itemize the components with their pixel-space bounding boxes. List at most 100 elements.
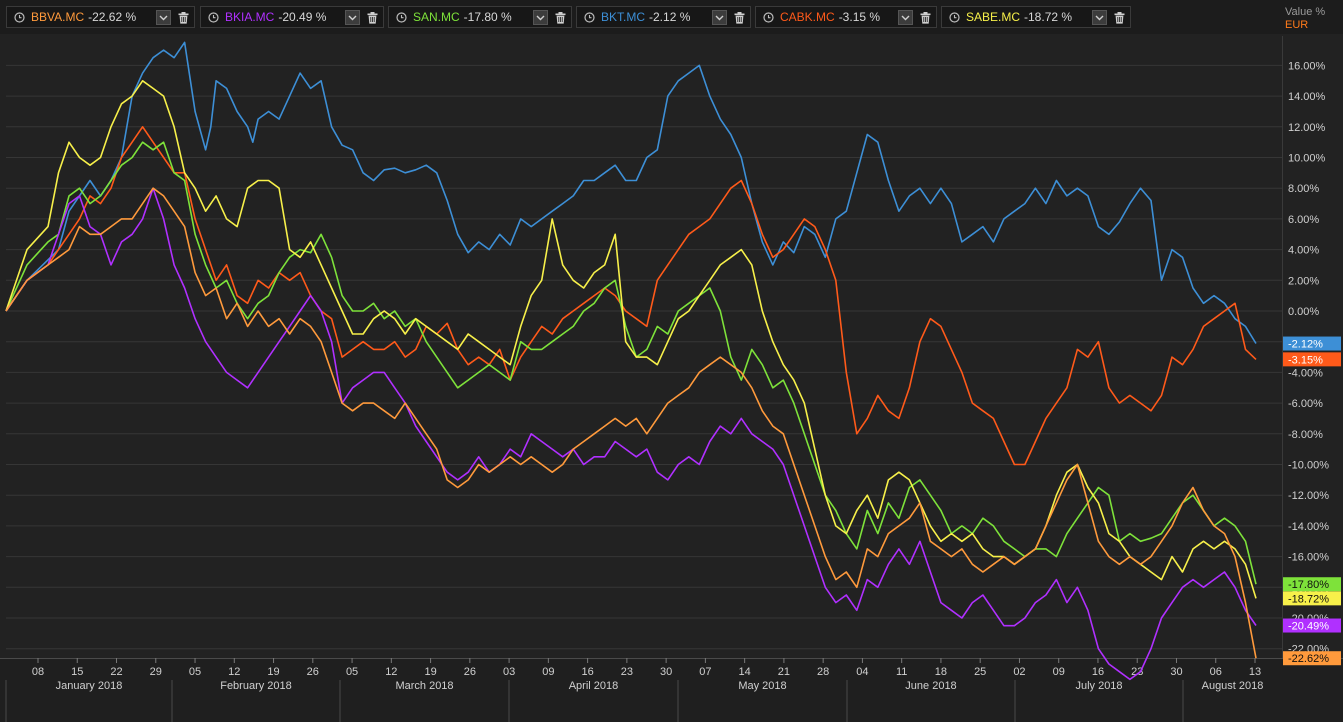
end-value-label: -17.80% xyxy=(1288,579,1329,591)
month-label: May 2018 xyxy=(738,680,786,692)
legend-symbol: BKIA.MC xyxy=(225,10,275,24)
end-value-tag: -22.62% xyxy=(1283,651,1341,666)
clock-icon xyxy=(946,9,962,25)
legend-symbol: SABE.MC xyxy=(966,10,1021,24)
trash-icon[interactable] xyxy=(176,10,190,25)
end-value-background xyxy=(1283,577,1341,592)
legend-symbol: BBVA.MC xyxy=(31,10,85,24)
chevron-down-icon[interactable] xyxy=(898,10,913,25)
x-tick-label: 18 xyxy=(935,666,947,678)
y-tick-label: 14.00% xyxy=(1288,91,1326,103)
x-tick-label: 05 xyxy=(346,666,358,678)
clock-icon xyxy=(393,9,409,25)
x-tick-label: 02 xyxy=(1013,666,1025,678)
clock-icon xyxy=(11,9,27,25)
y-tick-label: 10.00% xyxy=(1288,153,1326,165)
legend-percent: -18.72 % xyxy=(1024,10,1073,24)
legend-chip-cabk-mc[interactable]: CABK.MC -3.15 % xyxy=(755,6,937,28)
series-line-bkia-mc xyxy=(5,187,1257,681)
end-value-background xyxy=(1283,352,1341,367)
x-tick-label: 12 xyxy=(228,666,240,678)
y-tick-label: 4.00% xyxy=(1288,245,1319,257)
legend-symbol: BKT.MC xyxy=(601,10,646,24)
chevron-down-icon[interactable] xyxy=(533,10,548,25)
x-tick-label: 25 xyxy=(974,666,986,678)
y-tick-label: -14.00% xyxy=(1288,521,1329,533)
legend-bar: BBVA.MC -22.62 % BKIA.MC -20.49 % SAN.MC -17.… xyxy=(0,0,1343,34)
series-line-bbva-mc xyxy=(5,187,1257,659)
y-tick-label: 6.00% xyxy=(1288,214,1319,226)
y-tick-label: -12.00% xyxy=(1288,490,1329,502)
y-tick-label: -16.00% xyxy=(1288,552,1329,564)
clock-icon xyxy=(205,9,221,25)
x-tick-label: 08 xyxy=(32,666,44,678)
series-line-san-mc xyxy=(5,141,1257,585)
x-tick-label: 21 xyxy=(778,666,790,678)
y-tick-label: -6.00% xyxy=(1288,398,1323,410)
y-tick-label: -10.00% xyxy=(1288,460,1329,472)
legend-percent: -20.49 % xyxy=(278,10,327,24)
legend-percent: -2.12 % xyxy=(649,10,691,24)
y-tick-label: 0.00% xyxy=(1288,306,1319,318)
x-tick-label: 09 xyxy=(1053,666,1065,678)
x-tick-label: 15 xyxy=(71,666,83,678)
chevron-down-icon[interactable] xyxy=(1092,10,1107,25)
x-tick-label: 22 xyxy=(110,666,122,678)
chevron-down-icon[interactable] xyxy=(712,10,727,25)
clock-icon xyxy=(581,9,597,25)
y-tick-label: 16.00% xyxy=(1288,60,1326,72)
chevron-down-icon[interactable] xyxy=(156,10,171,25)
clock-icon xyxy=(760,9,776,25)
series-line-bkt-mc xyxy=(5,41,1257,344)
end-value-label: -22.62% xyxy=(1288,653,1329,665)
trash-icon[interactable] xyxy=(553,10,567,25)
legend-chip-bkia-mc[interactable]: BKIA.MC -20.49 % xyxy=(200,6,384,28)
end-value-tag: -20.49% xyxy=(1283,618,1341,633)
end-value-label: -18.72% xyxy=(1288,593,1329,605)
y-tick-label: 2.00% xyxy=(1288,275,1319,287)
end-value-background xyxy=(1283,336,1341,351)
x-axis-band xyxy=(0,658,1343,722)
plot-background xyxy=(0,36,1343,722)
x-tick-label: 06 xyxy=(1210,666,1222,678)
legend-percent: -22.62 % xyxy=(88,10,137,24)
legend-percent: -17.80 % xyxy=(463,10,512,24)
value-axis-label: Value % xyxy=(1285,6,1326,18)
legend-chip-bkt-mc[interactable]: BKT.MC -2.12 % xyxy=(576,6,751,28)
x-tick-label: 23 xyxy=(621,666,633,678)
x-tick-label: 30 xyxy=(1170,666,1182,678)
month-label: April 2018 xyxy=(569,680,619,692)
x-tick-label: 26 xyxy=(307,666,319,678)
x-tick-label: 16 xyxy=(581,666,593,678)
chevron-down-icon[interactable] xyxy=(345,10,360,25)
month-label: June 2018 xyxy=(905,680,956,692)
month-label: January 2018 xyxy=(56,680,123,692)
x-tick-label: 30 xyxy=(660,666,672,678)
trash-icon[interactable] xyxy=(732,10,746,25)
series-line-sabe-mc xyxy=(5,80,1257,599)
end-value-tag: -3.15% xyxy=(1283,352,1341,367)
x-tick-label: 29 xyxy=(150,666,162,678)
end-value-tag: -2.12% xyxy=(1283,336,1341,351)
x-tick-label: 11 xyxy=(896,666,907,678)
legend-chip-bbva-mc[interactable]: BBVA.MC -22.62 % xyxy=(6,6,195,28)
end-value-tag: -17.80% xyxy=(1283,577,1341,592)
x-tick-label: 28 xyxy=(817,666,829,678)
x-tick-label: 19 xyxy=(424,666,436,678)
x-tick-label: 23 xyxy=(1131,666,1143,678)
x-tick-label: 16 xyxy=(1092,666,1104,678)
legend-chip-san-mc[interactable]: SAN.MC -17.80 % xyxy=(388,6,572,28)
month-label: February 2018 xyxy=(220,680,292,692)
end-value-tag: -18.72% xyxy=(1283,591,1341,606)
trash-icon[interactable] xyxy=(1112,10,1126,25)
trash-icon[interactable] xyxy=(918,10,932,25)
trash-icon[interactable] xyxy=(365,10,379,25)
legend-chip-sabe-mc[interactable]: SABE.MC -18.72 % xyxy=(941,6,1131,28)
x-tick-label: 04 xyxy=(856,666,868,678)
x-tick-label: 12 xyxy=(385,666,397,678)
x-tick-label: 09 xyxy=(542,666,554,678)
currency-label: EUR xyxy=(1285,19,1309,31)
x-tick-label: 19 xyxy=(267,666,279,678)
x-tick-label: 07 xyxy=(699,666,711,678)
